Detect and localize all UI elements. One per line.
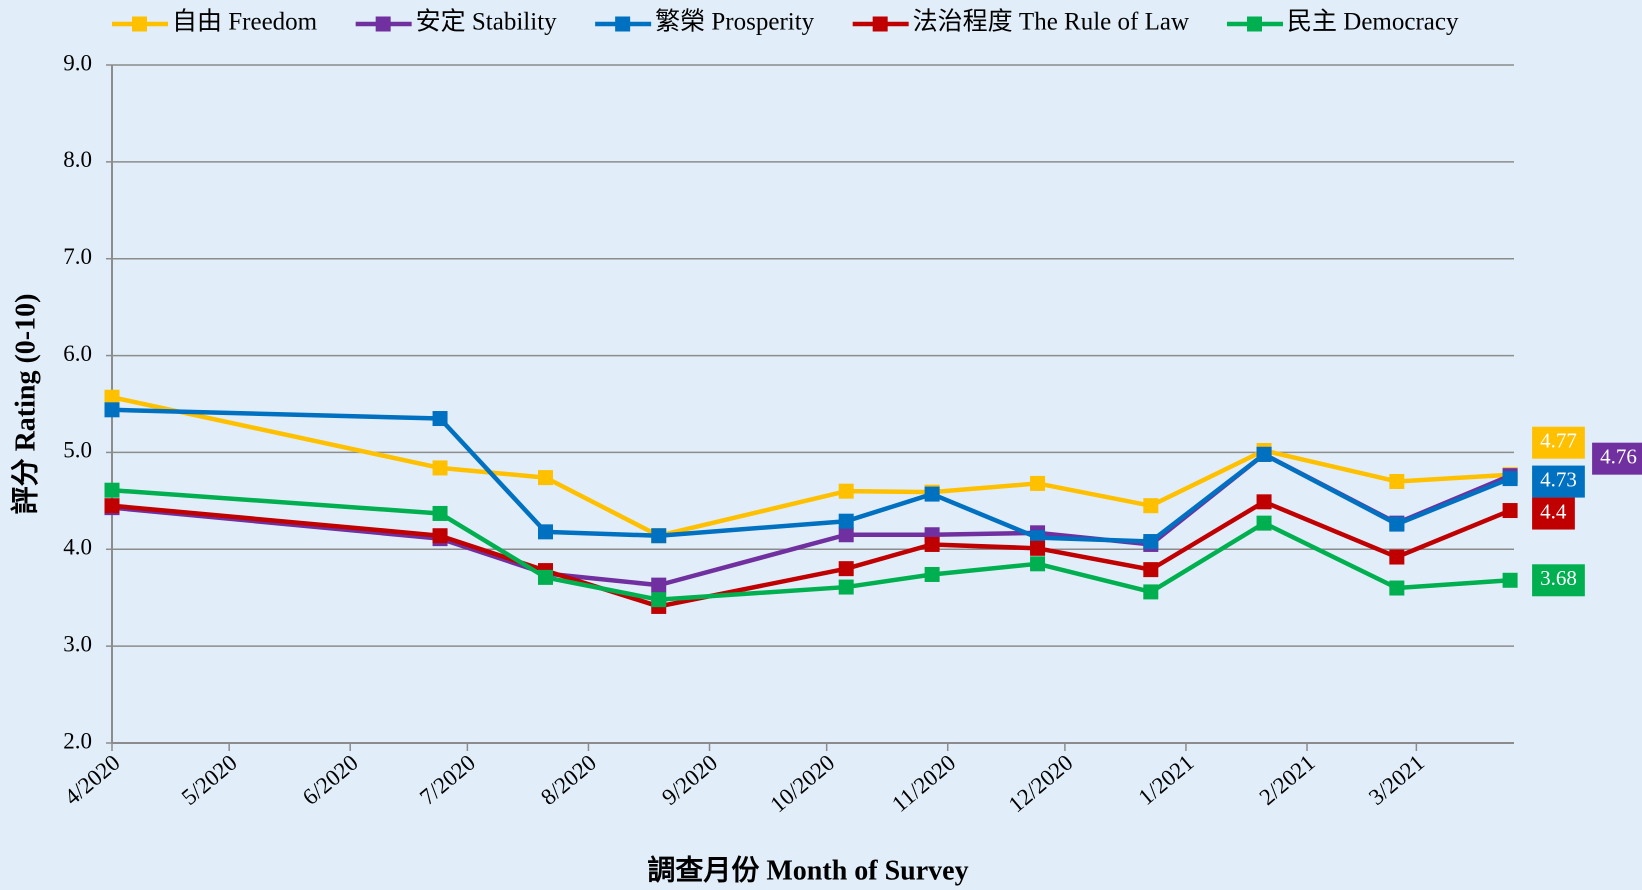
point-marker <box>1030 540 1046 556</box>
end-label-group: 3.68 <box>1532 564 1585 597</box>
point-marker <box>104 498 120 514</box>
y-tick-label: 7.0 <box>63 244 92 269</box>
point-marker <box>924 486 940 502</box>
end-label: 4.4 <box>1540 499 1567 523</box>
end-label-box <box>1532 564 1585 597</box>
end-label-box <box>1532 497 1575 530</box>
legend-text: 自由 Freedom <box>172 8 318 36</box>
end-label-box <box>1532 426 1585 459</box>
point-marker <box>1143 562 1159 578</box>
point-marker <box>1256 446 1272 462</box>
end-label-box <box>1592 442 1642 475</box>
y-tick-label: 3.0 <box>63 631 92 656</box>
point-marker <box>1502 503 1518 519</box>
end-label: 4.76 <box>1600 444 1637 468</box>
point-marker <box>924 536 940 552</box>
legend-text: 法治程度 The Rule of Law <box>913 8 1189 36</box>
point-marker <box>651 577 667 593</box>
end-label: 4.73 <box>1540 467 1577 491</box>
legend-marker <box>132 16 147 32</box>
end-label-box <box>1532 465 1585 498</box>
legend-text: 民主 Democracy <box>1287 8 1459 36</box>
x-tick-label: 4/2020 <box>60 750 125 810</box>
point-marker <box>432 528 448 544</box>
x-axis-title: 調查月份 Month of Survey <box>647 853 968 886</box>
point-marker <box>1256 494 1272 510</box>
end-label: 4.77 <box>1540 429 1577 453</box>
y-tick-label: 8.0 <box>63 147 92 172</box>
x-tick-label: 11/2020 <box>887 750 960 817</box>
y-tick-label: 4.0 <box>63 535 92 560</box>
x-tick-label: 7/2020 <box>415 750 480 810</box>
point-marker <box>1143 584 1159 600</box>
legend-text: 繁榮 Prosperity <box>655 8 815 36</box>
point-marker <box>838 483 854 499</box>
point-marker <box>537 569 553 585</box>
point-marker <box>1389 580 1405 596</box>
x-tick-label: 6/2020 <box>298 750 363 810</box>
point-marker <box>1256 515 1272 531</box>
point-marker <box>1143 498 1159 514</box>
point-marker <box>1502 471 1518 487</box>
legend-marker <box>872 16 888 32</box>
point-marker <box>537 470 553 486</box>
x-tick-label: 9/2020 <box>657 750 722 810</box>
legend-text: 安定 Stability <box>416 8 557 36</box>
end-label-group: 4.4 <box>1532 497 1575 530</box>
point-marker <box>1030 556 1046 572</box>
y-tick-label: 9.0 <box>63 50 92 75</box>
legend-marker <box>375 16 391 32</box>
end-label-group: 4.76 <box>1592 442 1642 475</box>
y-axis-title: 評分 Rating (0-10) <box>8 294 41 515</box>
x-tick-label: 1/2021 <box>1134 750 1199 810</box>
legend-marker <box>615 16 631 32</box>
end-label: 3.68 <box>1540 566 1577 590</box>
point-marker <box>104 402 120 418</box>
series-line <box>111 407 1511 544</box>
point-marker <box>838 579 854 595</box>
point-marker <box>1143 534 1159 550</box>
point-marker <box>1389 516 1405 532</box>
point-marker <box>432 505 448 521</box>
point-marker <box>838 527 854 543</box>
legend-marker <box>1247 16 1263 32</box>
point-marker <box>432 411 448 427</box>
point-marker <box>1502 572 1518 588</box>
point-marker <box>537 524 553 540</box>
point-marker <box>104 389 120 405</box>
point-marker <box>1389 549 1405 565</box>
x-tick-label: 3/2021 <box>1364 750 1429 810</box>
x-tick-label: 2/2021 <box>1255 750 1320 810</box>
x-tick-label: 12/2020 <box>1004 750 1078 818</box>
point-marker <box>651 528 667 544</box>
end-label-group: 4.77 <box>1532 426 1585 459</box>
y-tick-label: 2.0 <box>63 728 92 753</box>
point-marker <box>1030 475 1046 491</box>
point-marker <box>1389 473 1405 489</box>
x-tick-label: 8/2020 <box>536 750 601 810</box>
y-tick-label: 5.0 <box>63 438 92 463</box>
point-marker <box>104 482 120 498</box>
end-label-group: 4.73 <box>1532 465 1585 498</box>
y-tick-label: 6.0 <box>63 341 92 366</box>
point-marker <box>432 460 448 476</box>
point-marker <box>651 592 667 608</box>
x-tick-label: 5/2020 <box>177 750 242 810</box>
x-tick-label: 10/2020 <box>765 750 839 818</box>
point-marker <box>838 513 854 529</box>
point-marker <box>838 561 854 577</box>
point-marker <box>924 566 940 582</box>
